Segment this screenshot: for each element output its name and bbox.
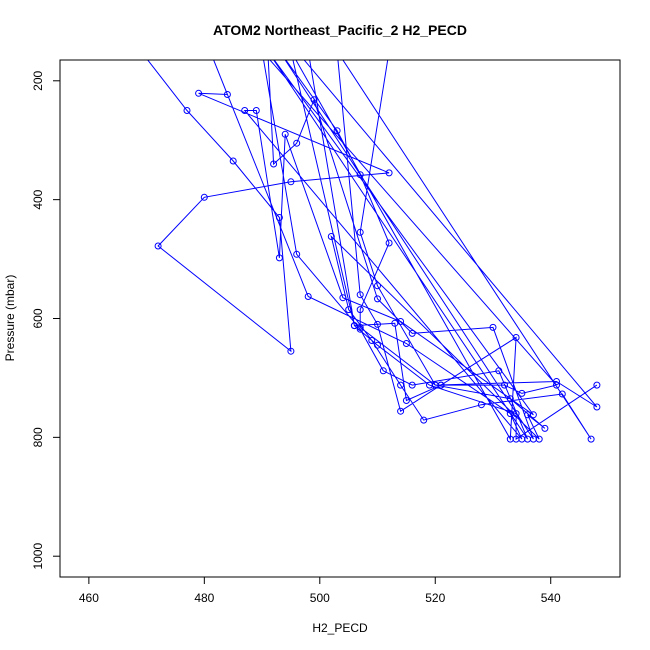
data-point: [593, 403, 601, 411]
data-point: [477, 401, 485, 409]
data-point: [593, 381, 601, 389]
y-tick-label: 600: [31, 308, 45, 328]
data-point: [195, 89, 203, 97]
data-point: [356, 325, 364, 333]
data-point: [553, 381, 560, 389]
data-point: [512, 410, 520, 418]
data-point: [501, 381, 508, 389]
data-point: [356, 291, 364, 299]
data-point: [408, 329, 416, 337]
y-tick-label: 400: [31, 189, 45, 209]
data-point: [374, 295, 381, 303]
data-point: [241, 107, 249, 114]
data-point: [397, 381, 405, 389]
data-point: [535, 435, 543, 443]
data-point: [374, 320, 381, 328]
data-point: [275, 214, 283, 221]
data-point: [587, 435, 595, 443]
data-point: [293, 250, 301, 258]
data-point: [183, 107, 191, 114]
data-point: [420, 416, 428, 424]
data-point: [541, 424, 549, 432]
data-point: [489, 323, 497, 331]
x-tick-label: 460: [79, 591, 99, 605]
data-point: [200, 193, 208, 201]
data-point: [304, 293, 312, 300]
data-point: [512, 435, 520, 443]
data-point: [275, 254, 283, 262]
y-tick-label: 200: [31, 70, 45, 90]
data-point: [374, 282, 381, 290]
x-tick-label: 500: [310, 591, 330, 605]
data-point: [437, 381, 445, 389]
series-line: [147, 60, 598, 441]
x-tick-label: 520: [425, 591, 445, 605]
data-point: [356, 306, 364, 314]
data-point: [408, 381, 416, 389]
data-point: [339, 294, 347, 302]
data-point: [385, 169, 393, 177]
series-layer: [147, 60, 601, 443]
x-tick-label: 540: [541, 591, 561, 605]
x-tick-label: 480: [194, 591, 214, 605]
data-point: [379, 367, 387, 375]
data-point: [553, 378, 560, 385]
data-point: [270, 160, 278, 168]
data-point: [402, 340, 410, 347]
data-point: [391, 319, 399, 327]
x-axis: 460 480 500 520 540: [79, 576, 561, 605]
data-point: [426, 381, 433, 389]
data-point: [287, 178, 295, 186]
data-point: [287, 347, 295, 355]
data-point: [223, 91, 231, 98]
x-axis-label: H2_PECD: [312, 621, 368, 635]
data-point: [374, 341, 381, 349]
data-point: [402, 397, 410, 404]
data-point: [558, 390, 566, 398]
data-point: [356, 171, 364, 179]
y-tick-label: 800: [31, 427, 45, 447]
data-point: [506, 395, 514, 403]
data-point: [350, 322, 358, 330]
data-point: [368, 337, 376, 344]
data-point: [281, 130, 289, 138]
data-point: [356, 228, 364, 236]
data-point: [518, 389, 526, 397]
data-point: [385, 239, 393, 247]
data-point: [512, 334, 520, 341]
data-point: [229, 157, 237, 165]
data-point: [327, 233, 335, 240]
y-tick-label: 1000: [31, 543, 45, 570]
data-point: [154, 242, 162, 250]
data-point: [345, 306, 353, 314]
data-point: [524, 435, 532, 443]
chart-title: ATOM2 Northeast_Pacific_2 H2_PECD: [213, 22, 467, 38]
data-point: [524, 411, 532, 419]
data-point: [333, 127, 341, 135]
data-point: [310, 96, 318, 104]
data-point: [252, 107, 260, 114]
y-axis: 200 400 600 800 1000: [31, 70, 61, 570]
data-point: [495, 367, 503, 375]
y-axis-label: Pressure (mbar): [3, 275, 17, 362]
data-point: [397, 407, 405, 415]
data-point: [293, 139, 301, 147]
